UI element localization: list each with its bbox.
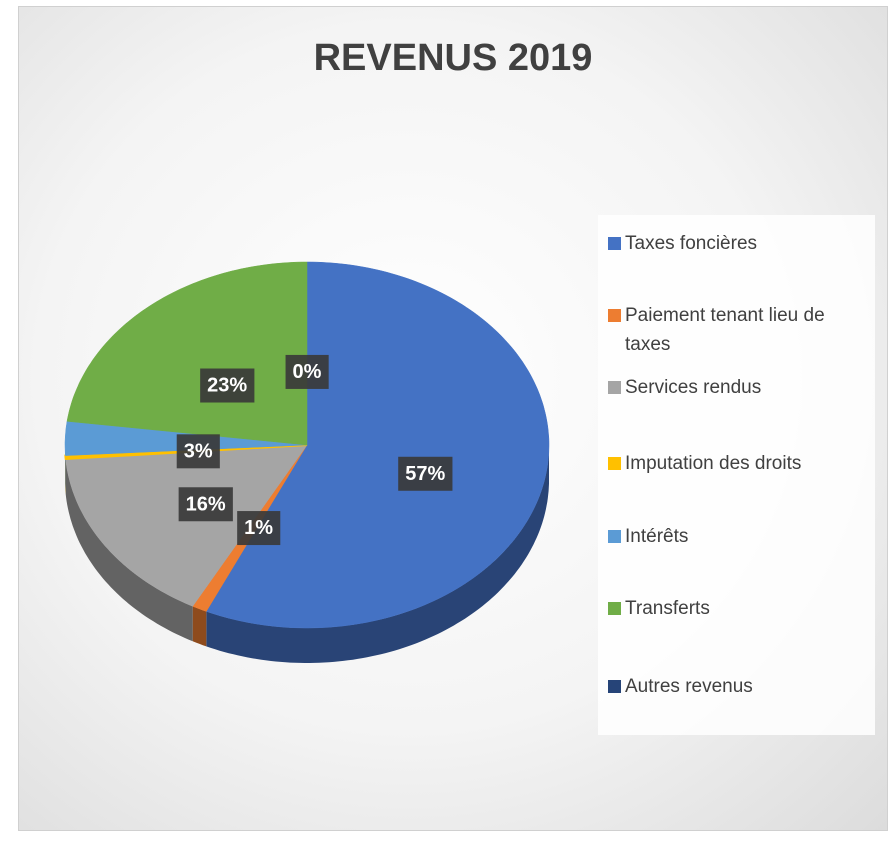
legend-entry: Autres revenus (608, 672, 870, 701)
data-label: 1% (244, 517, 273, 539)
legend-swatch (608, 602, 621, 615)
legend-label: Services rendus (625, 377, 762, 398)
data-label: 57% (405, 463, 445, 485)
data-label-box (178, 487, 233, 522)
data-label-box (200, 368, 255, 403)
legend-label: Transferts (625, 598, 710, 619)
legend-entry: Transferts (608, 594, 870, 623)
data-label: 3% (184, 440, 213, 462)
data-label-box (237, 511, 281, 546)
pie-slice (66, 261, 308, 446)
legend-entry: Intérêts (608, 522, 870, 551)
legend-swatch (608, 530, 621, 543)
pie-side (65, 459, 193, 642)
data-label-box (285, 354, 329, 389)
data-label-box (398, 456, 453, 491)
pie-side (206, 445, 550, 663)
pie-side (192, 606, 207, 647)
data-labels: 57% 1% 16% 3% 23% 0% (176, 354, 453, 546)
legend-entry: Paiement tenant lieu de taxes (608, 301, 870, 359)
legend-entry: Services rendus (608, 373, 870, 402)
pie-tops (64, 261, 550, 629)
legend-swatch (608, 381, 621, 394)
legend-entry: Taxes foncières (608, 229, 870, 258)
legend-label: Intérêts (625, 526, 689, 547)
legend-label: Autres revenus (625, 676, 753, 697)
legend-entry: Imputation des droits (608, 449, 870, 478)
legend-label: Imputation des droits (625, 453, 802, 474)
legend: Taxes foncières Paiement tenant lieu de t… (598, 215, 875, 735)
data-label: 16% (186, 493, 226, 515)
data-label-box (176, 434, 220, 469)
pie-sides (65, 445, 550, 663)
legend-label: Paiement tenant lieu de taxes (625, 305, 825, 355)
legend-swatch (608, 680, 621, 693)
legend-label: Taxes foncières (625, 233, 758, 254)
data-label: 0% (293, 361, 322, 383)
legend-swatch (608, 457, 621, 470)
pie-slice (205, 261, 550, 629)
pie-slice (65, 444, 308, 607)
chart-title: REVENUS 2019 (314, 37, 593, 79)
legend-swatch (608, 309, 621, 322)
legend-swatch (608, 237, 621, 250)
data-label: 23% (207, 375, 247, 397)
